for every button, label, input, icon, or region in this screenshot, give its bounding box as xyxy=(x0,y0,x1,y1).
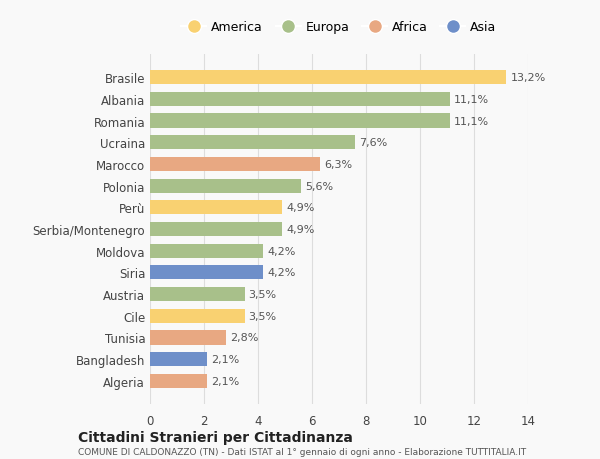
Bar xyxy=(150,353,206,366)
Bar xyxy=(150,330,226,345)
Bar xyxy=(150,223,283,236)
Bar xyxy=(150,201,283,215)
Text: 7,6%: 7,6% xyxy=(359,138,388,148)
Text: 4,2%: 4,2% xyxy=(268,268,296,278)
Text: 5,6%: 5,6% xyxy=(305,181,334,191)
Text: 2,8%: 2,8% xyxy=(230,333,258,343)
Bar xyxy=(150,114,450,129)
Text: 11,1%: 11,1% xyxy=(454,95,489,105)
Text: 2,1%: 2,1% xyxy=(211,354,239,364)
Bar xyxy=(150,287,245,302)
Legend: America, Europa, Africa, Asia: America, Europa, Africa, Asia xyxy=(176,16,502,39)
Bar xyxy=(150,71,506,85)
Bar xyxy=(150,93,450,106)
Text: 11,1%: 11,1% xyxy=(454,116,489,126)
Text: 6,3%: 6,3% xyxy=(324,160,352,169)
Text: 4,9%: 4,9% xyxy=(286,224,315,235)
Text: 4,9%: 4,9% xyxy=(286,203,315,213)
Bar xyxy=(150,244,263,258)
Text: 4,2%: 4,2% xyxy=(268,246,296,256)
Bar xyxy=(150,309,245,323)
Text: 3,5%: 3,5% xyxy=(248,290,277,299)
Bar xyxy=(150,266,263,280)
Bar xyxy=(150,179,301,193)
Bar xyxy=(150,136,355,150)
Text: COMUNE DI CALDONAZZO (TN) - Dati ISTAT al 1° gennaio di ogni anno - Elaborazione: COMUNE DI CALDONAZZO (TN) - Dati ISTAT a… xyxy=(78,448,526,456)
Text: 3,5%: 3,5% xyxy=(248,311,277,321)
Text: 13,2%: 13,2% xyxy=(511,73,546,83)
Text: 2,1%: 2,1% xyxy=(211,376,239,386)
Text: Cittadini Stranieri per Cittadinanza: Cittadini Stranieri per Cittadinanza xyxy=(78,430,353,444)
Bar xyxy=(150,157,320,172)
Bar xyxy=(150,374,206,388)
